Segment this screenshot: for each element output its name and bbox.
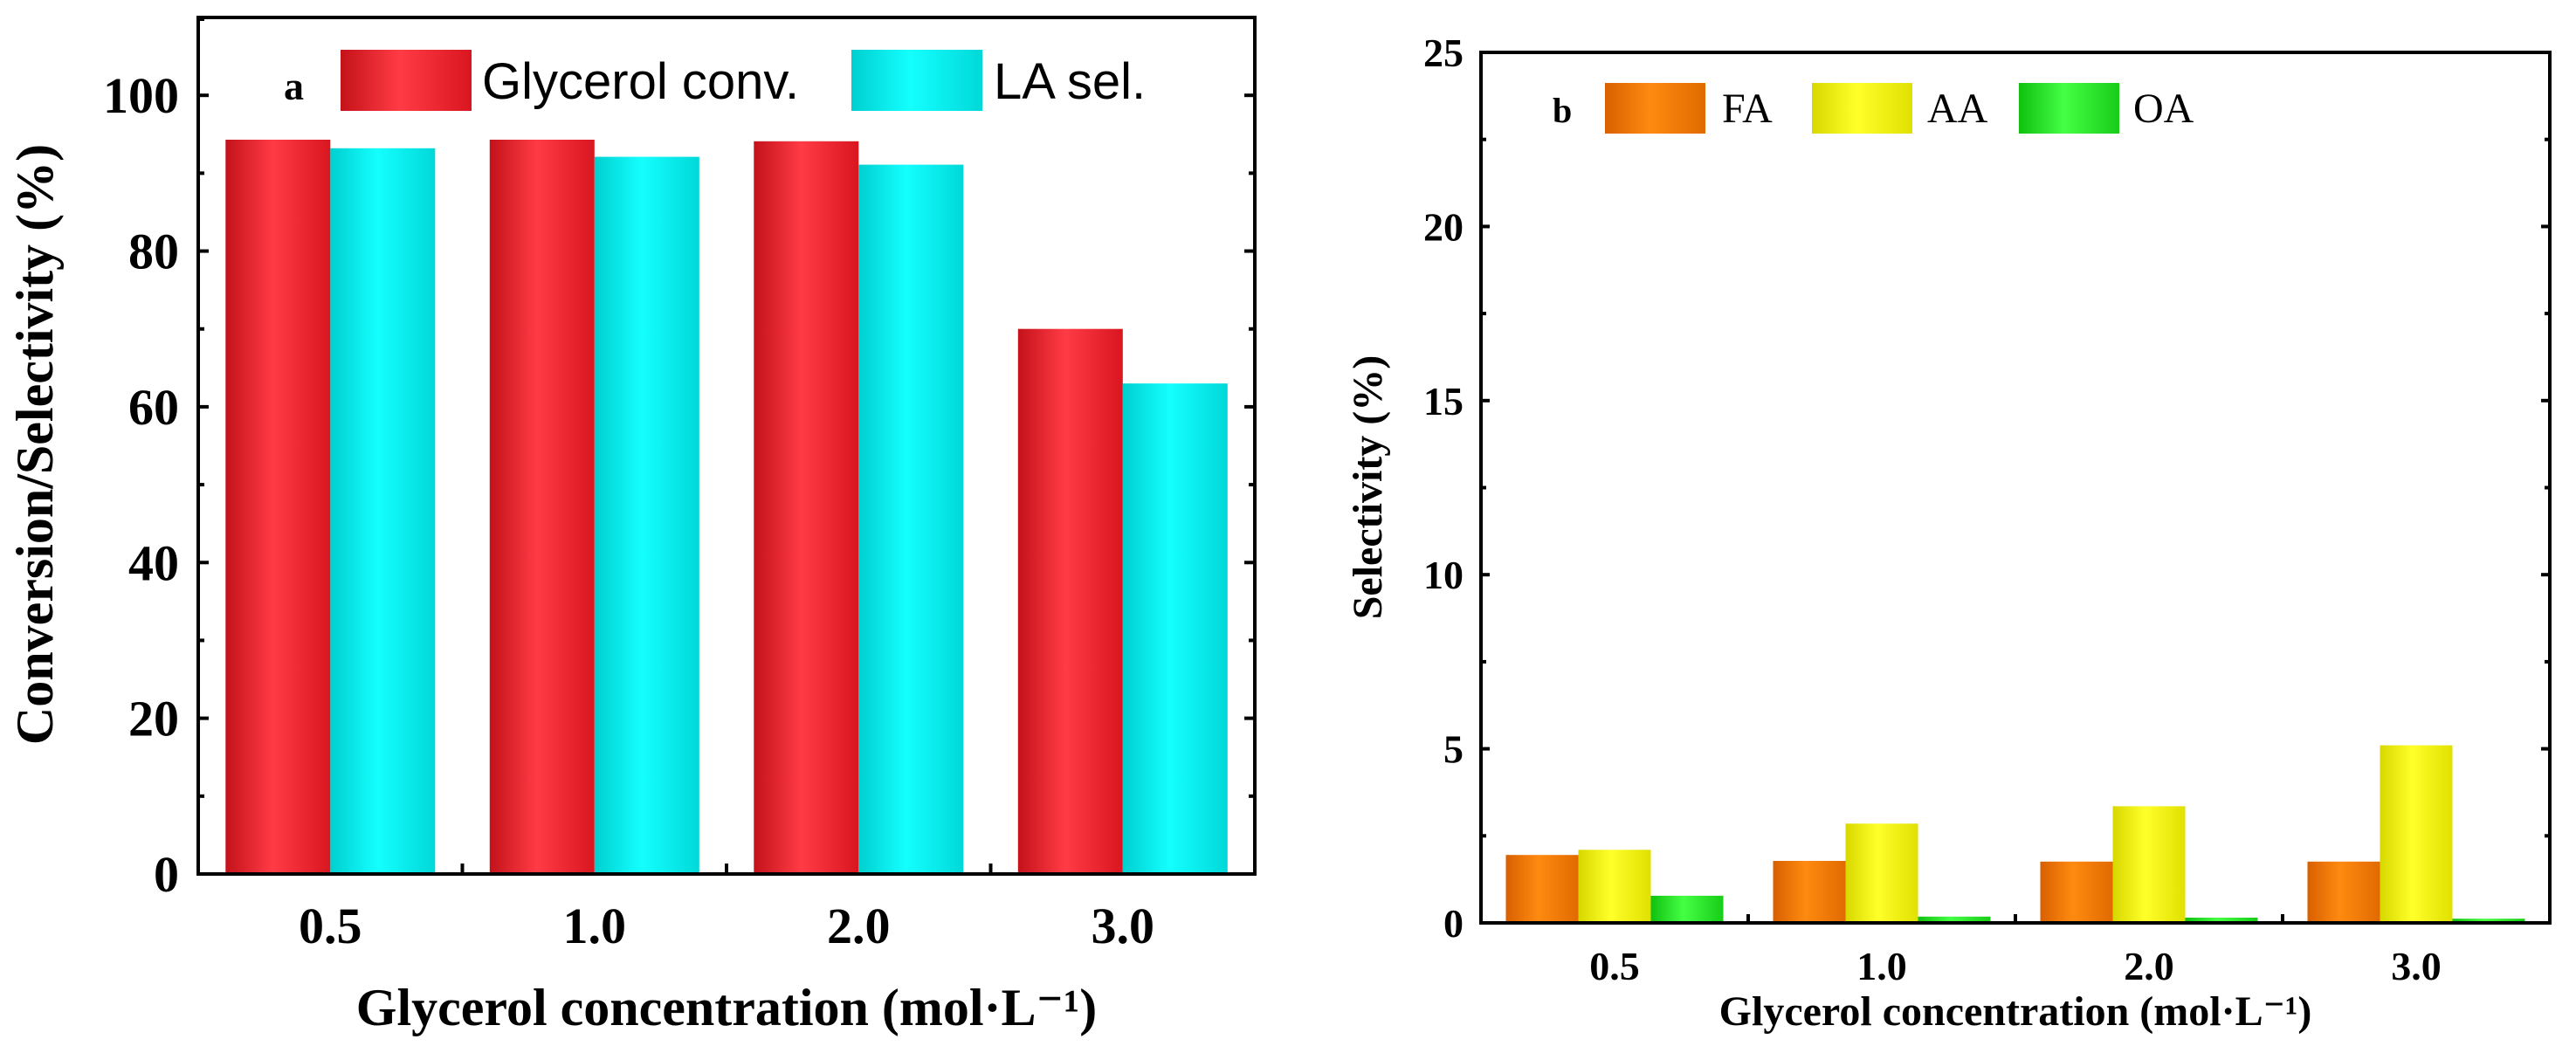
x-tick-label: 1.0 [563, 898, 627, 954]
x-axis-title: Glycerol concentration (mol·L⁻¹) [1719, 988, 2312, 1035]
y-tick-label: 40 [128, 534, 179, 591]
panel-letter: b [1553, 91, 1572, 130]
y-axis-title: Selectivity (%) [1345, 355, 1391, 620]
y-tick-label: 10 [1423, 553, 1464, 597]
x-axis-title: Glycerol concentration (mol·L⁻¹) [356, 979, 1097, 1036]
panel-a: 0 20 40 60 80 100 0.5 1.0 2.0 3.0 Glycerol concent… [6, 16, 1257, 1036]
bar-aa-0.5 [1578, 850, 1651, 923]
y-tick-label: 15 [1423, 379, 1464, 423]
y-tick-label: 100 [103, 67, 179, 124]
x-tick-label: 0.5 [1589, 944, 1640, 988]
x-tick-label: 2.0 [2124, 944, 2174, 988]
y-tick-label: 0 [154, 846, 179, 903]
bar-glycerol-conv-1.0 [489, 140, 595, 874]
bar-glycerol-conv-0.5 [225, 140, 331, 874]
bar-la-sel-0.5 [330, 148, 436, 875]
panel-b: 0 5 10 15 20 25 0.5 1.0 2.0 3.0 Glycerol concentra… [1345, 31, 2552, 1035]
bar-oa-3.0 [2452, 919, 2525, 923]
bar-aa-3.0 [2380, 745, 2453, 923]
legend-label: AA [1927, 86, 1988, 132]
x-tick-label: 1.0 [1856, 944, 1907, 988]
y-tick-label: 25 [1423, 31, 1464, 75]
y-axis-title: Conversion/Selectivity (%) [6, 144, 64, 745]
bar-oa-2.0 [2185, 918, 2258, 923]
bar-la-sel-2.0 [858, 164, 964, 875]
bar-fa-1.0 [1773, 861, 1846, 923]
x-tick-label: 2.0 [827, 898, 891, 954]
y-tick-label: 20 [1423, 204, 1464, 249]
x-tick-label: 3.0 [2391, 944, 2442, 988]
panel-letter: a [284, 64, 304, 108]
bar-fa-3.0 [2307, 861, 2380, 923]
legend-label: OA [2133, 86, 2194, 132]
bar-glycerol-conv-2.0 [754, 141, 859, 875]
legend-label: Glycerol conv. [482, 53, 799, 110]
y-tick-label: 60 [128, 379, 179, 436]
bar-oa-1.0 [1918, 916, 1991, 923]
y-tick-label: 5 [1443, 727, 1464, 772]
bar-fa-2.0 [2040, 861, 2113, 923]
y-tick-label: 80 [128, 224, 179, 280]
legend-swatch-aa [1812, 83, 1912, 134]
legend-swatch-la-sel [851, 50, 982, 111]
x-tick-label: 3.0 [1092, 898, 1155, 954]
bar-oa-0.5 [1650, 895, 1724, 923]
x-tick-label: 0.5 [299, 898, 362, 954]
bar-la-sel-1.0 [594, 156, 699, 875]
bar-glycerol-conv-3.0 [1017, 328, 1123, 874]
bar-aa-1.0 [1845, 823, 1918, 923]
bar-fa-0.5 [1505, 855, 1579, 923]
legend-swatch-glycerol-conv [341, 50, 472, 111]
y-tick-label: 20 [128, 691, 179, 747]
legend-swatch-fa [1605, 83, 1705, 134]
legend-swatch-oa [2019, 83, 2119, 134]
bar-la-sel-3.0 [1122, 383, 1228, 874]
y-tick-label: 0 [1443, 901, 1464, 946]
bar-aa-2.0 [2112, 806, 2186, 923]
legend-label: LA sel. [994, 53, 1146, 110]
legend-label: FA [1722, 86, 1773, 132]
